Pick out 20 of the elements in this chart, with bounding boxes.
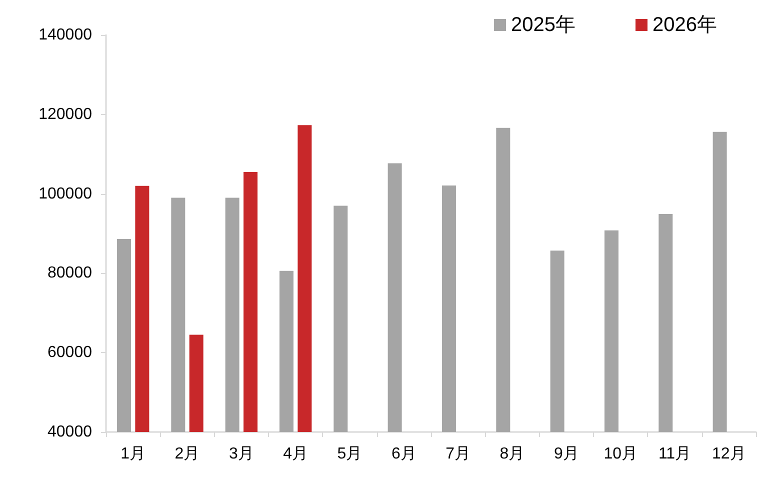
y-tick-label: 120000 [38, 106, 92, 123]
x-tick-label: 1月 [120, 446, 146, 462]
legend-label: 2025年 [511, 14, 576, 36]
x-tick-label: 3月 [228, 446, 254, 462]
x-tick-label: 10月 [604, 446, 638, 462]
y-tick-label: 60000 [48, 344, 92, 362]
y-tick-label: 140000 [38, 26, 92, 44]
x-tick-label: 8月 [500, 446, 525, 462]
x-tick-label: 5月 [337, 446, 362, 462]
x-tick-label: 11月 [658, 446, 692, 462]
x-tick-label: 12月 [712, 446, 746, 462]
x-tick-label: 7月 [446, 446, 471, 462]
x-tick-label: 9月 [554, 446, 579, 462]
legend-label: 2026年 [652, 14, 718, 36]
x-tick-label: 2月 [174, 446, 200, 462]
x-tick-label: 4月 [283, 446, 308, 462]
y-tick-label: 80000 [48, 264, 92, 282]
y-tick-label: 100000 [38, 185, 92, 202]
y-tick-label: 40000 [48, 424, 92, 440]
x-tick-label: 6月 [391, 446, 416, 462]
